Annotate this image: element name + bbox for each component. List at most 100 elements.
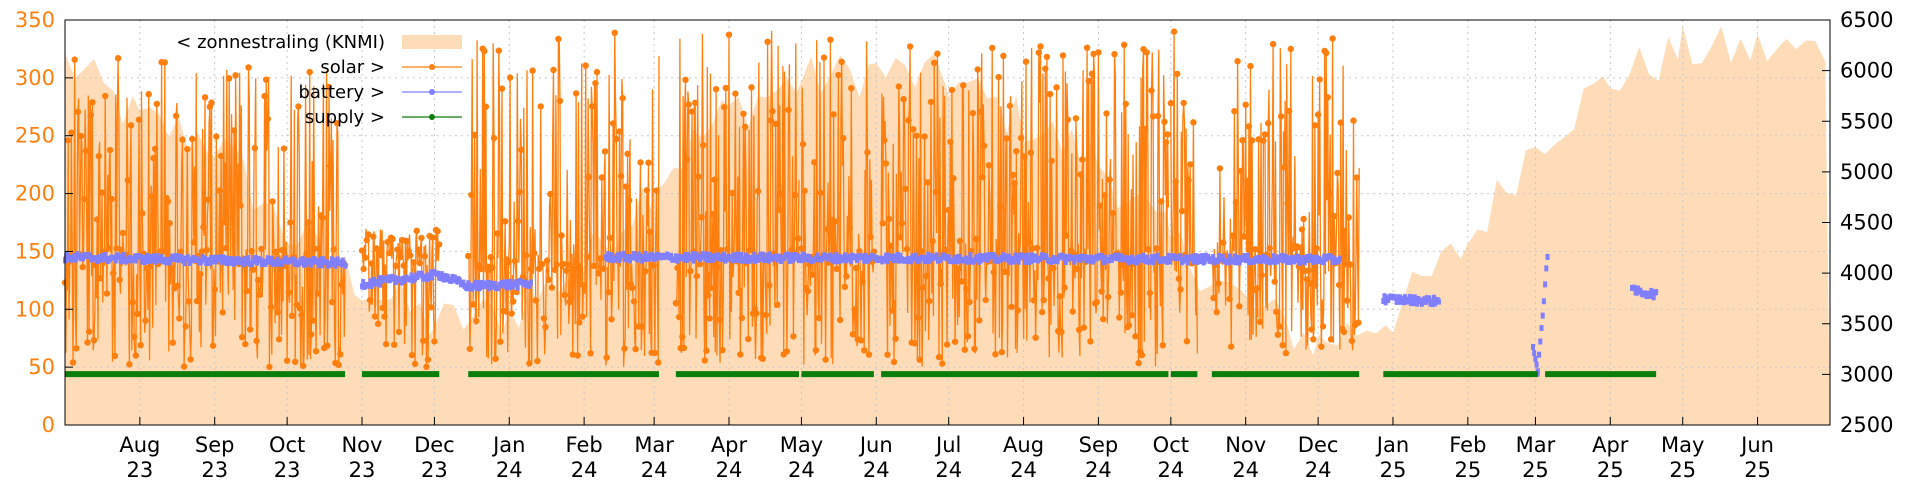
solar-point (118, 246, 125, 253)
solar-point (431, 338, 438, 345)
battery-point (430, 274, 434, 281)
battery-point (1072, 258, 1077, 265)
solar-point (280, 145, 288, 152)
y-left-tick-label: 350 (15, 8, 55, 32)
x-tick-month: Mar (1516, 433, 1556, 457)
solar-point (1279, 342, 1286, 349)
solar-point (169, 339, 176, 346)
battery-point (212, 254, 217, 261)
solar-point (395, 328, 403, 336)
battery-point (1011, 258, 1016, 265)
solar-point (1231, 108, 1238, 115)
solar-point (69, 359, 77, 366)
solar-point (775, 206, 783, 214)
solar-point (217, 152, 225, 160)
solar-point (161, 59, 168, 66)
solar-point (134, 310, 141, 318)
solar-point (1098, 288, 1105, 295)
x-tick-year: 24 (1232, 458, 1259, 480)
battery-point (684, 257, 689, 263)
solar-point (785, 106, 792, 114)
solar-point (700, 141, 707, 149)
solar-point (587, 350, 594, 357)
battery-point (1007, 253, 1012, 260)
solar-point (360, 265, 367, 273)
solar-point (822, 356, 829, 363)
battery-point (1263, 255, 1267, 261)
solar-point (129, 299, 136, 306)
solar-point (1135, 359, 1142, 367)
solar-point (391, 341, 398, 348)
battery-point (734, 256, 739, 263)
battery-point (984, 252, 989, 259)
battery-point (211, 258, 216, 265)
battery-point (304, 261, 309, 268)
solar-point (473, 317, 480, 325)
solar-point (415, 246, 422, 253)
y-right-tick-label: 5500 (1840, 109, 1893, 133)
battery-point (692, 257, 696, 264)
solar-point (1329, 35, 1336, 42)
solar-point (645, 159, 652, 166)
solar-point (1088, 70, 1096, 77)
battery-point (716, 252, 721, 259)
solar-point (555, 35, 562, 43)
solar-point (264, 115, 271, 123)
solar-point (1079, 156, 1086, 163)
x-tick-month: Feb (566, 433, 603, 457)
solar-point (1011, 180, 1018, 187)
battery-point (1311, 258, 1316, 265)
solar-point (1069, 308, 1076, 315)
solar-point (916, 356, 923, 363)
solar-point (368, 260, 375, 267)
battery-point (392, 274, 397, 281)
solar-point (741, 123, 749, 131)
battery-point (967, 257, 972, 263)
solar-point (1183, 338, 1191, 345)
y-right-tick-label: 6000 (1840, 59, 1893, 83)
battery-point (1538, 338, 1543, 345)
solar-line (880, 44, 1170, 367)
solar-point (719, 346, 726, 354)
battery-point (1423, 299, 1428, 305)
solar-point (942, 246, 949, 254)
battery-point (1200, 253, 1205, 260)
solar-point (98, 189, 106, 196)
battery-point (475, 280, 480, 286)
solar-point (966, 298, 973, 306)
y-left-tick-label: 0 (42, 413, 55, 437)
x-tick-month: Sep (1079, 433, 1119, 457)
solar-point (706, 315, 713, 322)
battery-point (102, 251, 107, 258)
battery-point (1395, 294, 1400, 301)
solar-point (861, 347, 868, 354)
battery-point (457, 277, 462, 284)
battery-point (1190, 253, 1195, 260)
battery-point (142, 259, 147, 266)
battery-point (1260, 256, 1265, 263)
solar-point (556, 97, 564, 105)
battery-point (643, 251, 648, 257)
solar-point (251, 144, 259, 152)
battery-point (1632, 284, 1637, 291)
battery-point (360, 283, 364, 290)
solar-point (725, 31, 733, 38)
x-tick-month: Jun (858, 433, 893, 457)
solar-point (255, 276, 262, 284)
solar-point (358, 247, 366, 254)
solar-point (511, 257, 519, 265)
solar-point (139, 210, 146, 217)
solar-point (1034, 244, 1041, 252)
solar-point (537, 103, 544, 110)
solar-point (835, 71, 842, 79)
battery-point (1016, 258, 1021, 265)
solar-point (843, 273, 850, 280)
solar-point (200, 224, 207, 231)
solar-point (219, 309, 226, 316)
solar-point (263, 76, 270, 83)
battery-point (1220, 253, 1225, 260)
battery-point (172, 256, 177, 263)
x-tick-year: 24 (863, 458, 890, 480)
solar-point (653, 187, 660, 194)
solar-point (1245, 123, 1253, 130)
